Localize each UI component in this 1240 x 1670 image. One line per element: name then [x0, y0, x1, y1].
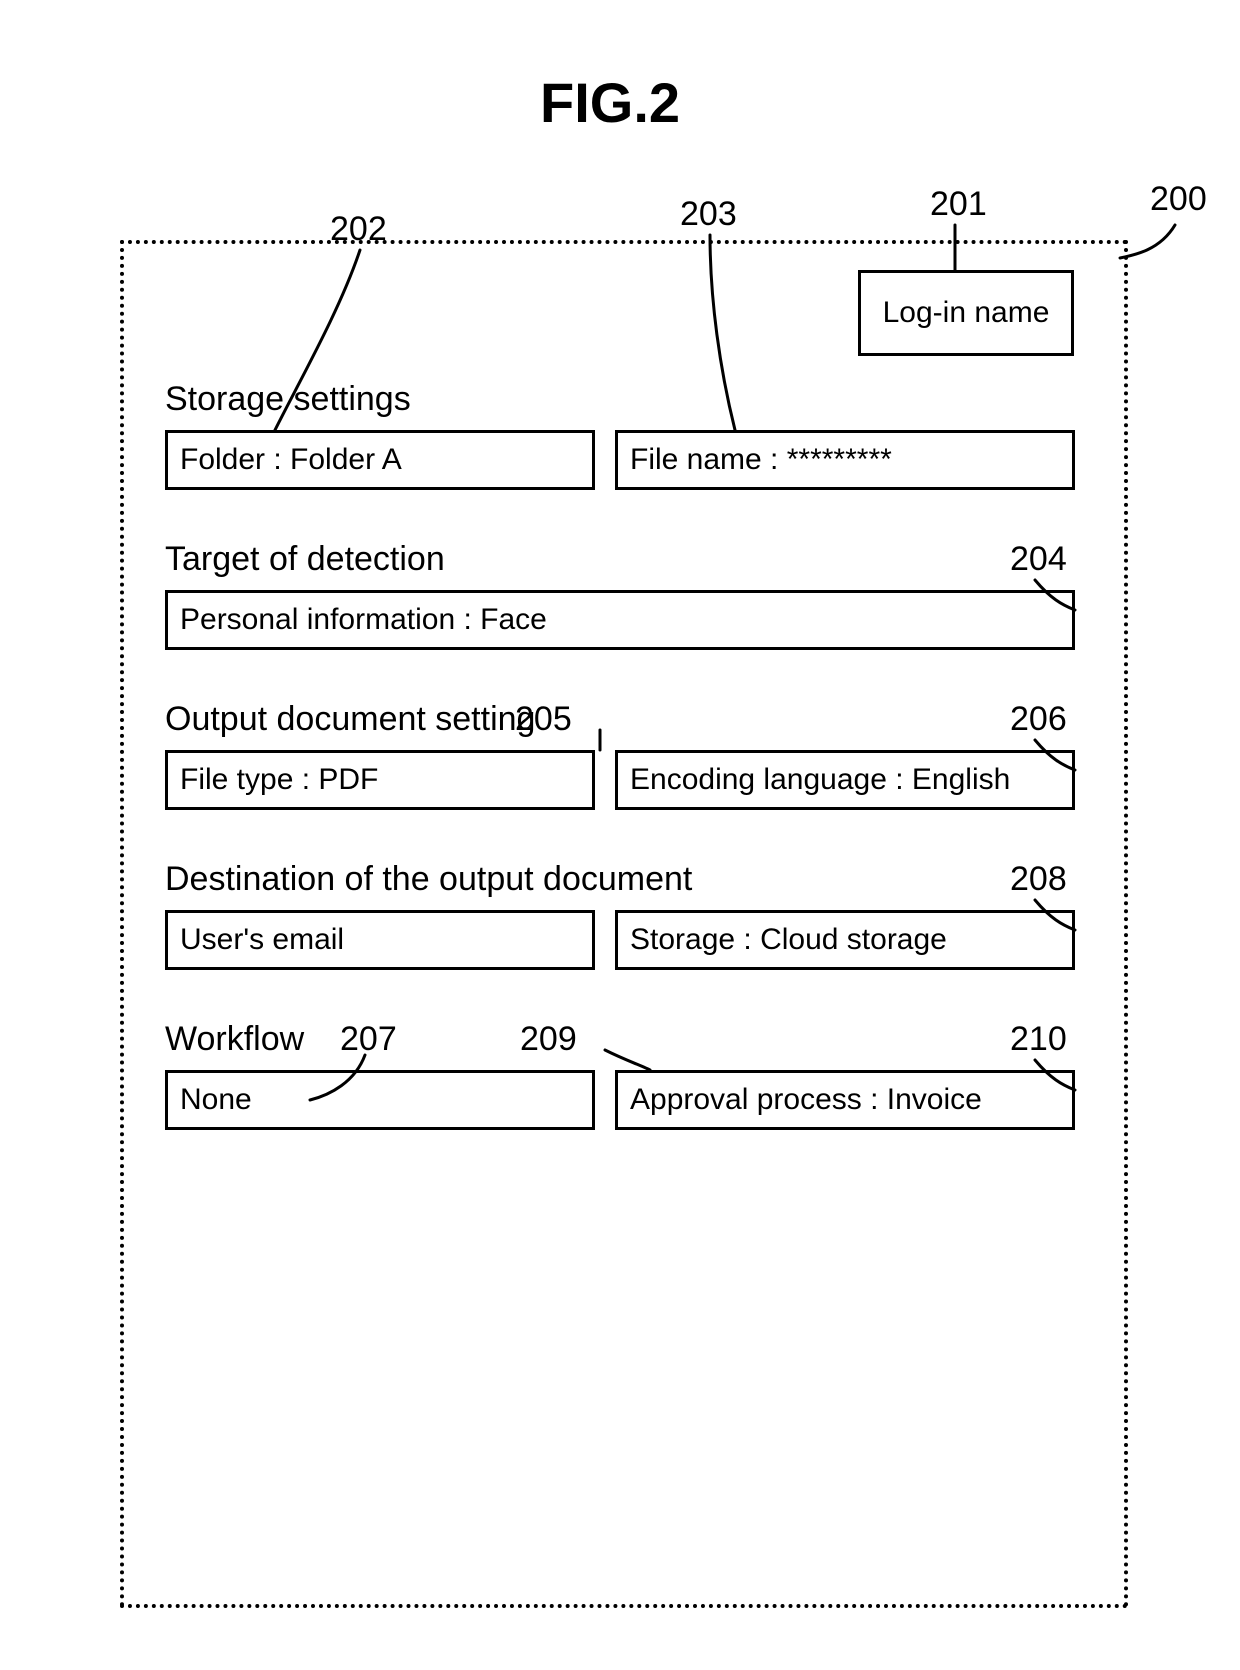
label-storage-settings: Storage settings — [165, 380, 411, 419]
callout-208: 208 — [1010, 860, 1067, 899]
callout-200: 200 — [1150, 180, 1207, 219]
callout-202: 202 — [330, 210, 387, 249]
label-output-doc: Output document setting — [165, 700, 535, 739]
field-storage[interactable]: Storage : Cloud storage — [615, 910, 1075, 970]
field-encoding[interactable]: Encoding language : English — [615, 750, 1075, 810]
label-destination: Destination of the output document — [165, 860, 692, 899]
field-filetype[interactable]: File type : PDF — [165, 750, 595, 810]
field-approval[interactable]: Approval process : Invoice — [615, 1070, 1075, 1130]
login-name-box: Log-in name — [858, 270, 1074, 356]
figure-stage: FIG.2 Log-in name Storage settings Targe… — [0, 0, 1240, 1670]
field-email-text: User's email — [180, 923, 344, 957]
field-filetype-text: File type : PDF — [180, 763, 378, 797]
callout-207: 207 — [340, 1020, 397, 1059]
field-encoding-text: Encoding language : English — [630, 763, 1010, 797]
callout-209: 209 — [520, 1020, 577, 1059]
callout-205: 205 — [515, 700, 572, 739]
label-workflow: Workflow — [165, 1020, 304, 1059]
callout-203: 203 — [680, 195, 737, 234]
field-workflow-none-text: None — [180, 1083, 252, 1117]
field-approval-text: Approval process : Invoice — [630, 1083, 982, 1117]
field-email[interactable]: User's email — [165, 910, 595, 970]
field-personal-info-text: Personal information : Face — [180, 603, 547, 637]
field-workflow-none[interactable]: None — [165, 1070, 595, 1130]
field-filename-text: File name : ********* — [630, 443, 892, 477]
field-personal-info[interactable]: Personal information : Face — [165, 590, 1075, 650]
label-target-detection: Target of detection — [165, 540, 445, 579]
login-name-label: Log-in name — [883, 296, 1050, 330]
field-storage-text: Storage : Cloud storage — [630, 923, 947, 957]
callout-206: 206 — [1010, 700, 1067, 739]
field-filename[interactable]: File name : ********* — [615, 430, 1075, 490]
figure-title: FIG.2 — [540, 70, 680, 135]
field-folder[interactable]: Folder : Folder A — [165, 430, 595, 490]
callout-204: 204 — [1010, 540, 1067, 579]
field-folder-text: Folder : Folder A — [180, 443, 402, 477]
callout-210: 210 — [1010, 1020, 1067, 1059]
callout-201: 201 — [930, 185, 987, 224]
